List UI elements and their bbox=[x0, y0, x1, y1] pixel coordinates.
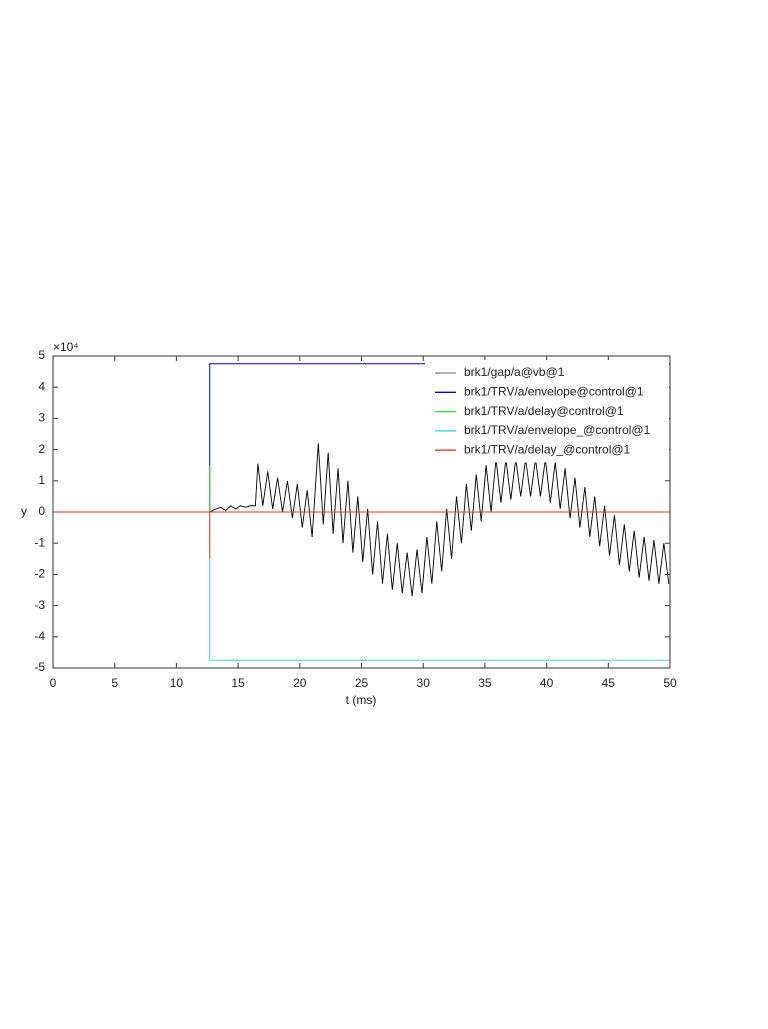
x-tick-label: 5 bbox=[111, 676, 118, 690]
series-line bbox=[209, 512, 670, 661]
legend-label: brk1/TRV/a/envelope@control@1 bbox=[464, 384, 644, 398]
x-tick-label: 35 bbox=[478, 676, 492, 690]
y-axis-label: y bbox=[21, 504, 27, 518]
y-tick-label: -5 bbox=[34, 660, 45, 674]
series-line bbox=[209, 443, 670, 597]
x-tick-label: 15 bbox=[231, 676, 245, 690]
legend-label: brk1/TRV/a/delay@control@1 bbox=[464, 404, 624, 418]
x-tick-label: 20 bbox=[293, 676, 307, 690]
y-tick-label: 4 bbox=[38, 379, 45, 393]
y-tick-label: 2 bbox=[38, 442, 45, 456]
y-tick-label: -2 bbox=[34, 567, 45, 581]
x-tick-label: 25 bbox=[355, 676, 369, 690]
y-tick-label: 5 bbox=[38, 348, 45, 362]
legend-label: brk1/TRV/a/delay_@control@1 bbox=[464, 442, 631, 456]
axes-box bbox=[52, 355, 671, 669]
x-tick-label: 30 bbox=[417, 676, 431, 690]
x-tick-label: 0 bbox=[50, 676, 57, 690]
series-line bbox=[53, 511, 670, 559]
x-tick-label: 10 bbox=[170, 676, 184, 690]
y-tick-label: 1 bbox=[38, 473, 45, 487]
x-tick-label: 50 bbox=[663, 676, 677, 690]
x-tick-label: 45 bbox=[602, 676, 616, 690]
y-tick-label: -1 bbox=[34, 535, 45, 549]
y-tick-label: -3 bbox=[34, 598, 45, 612]
x-axis-label: t (ms) bbox=[346, 693, 377, 707]
legend-box bbox=[425, 360, 669, 463]
y-tick-label: -4 bbox=[34, 629, 45, 643]
y-tick-label: 3 bbox=[38, 411, 45, 425]
x-tick-label: 40 bbox=[540, 676, 554, 690]
y-exponent: ×10⁴ bbox=[53, 340, 79, 354]
y-tick-label: 0 bbox=[38, 504, 45, 518]
legend-label: brk1/TRV/a/envelope_@control@1 bbox=[464, 423, 651, 437]
legend-label: brk1/gap/a@vb@1 bbox=[464, 365, 565, 379]
